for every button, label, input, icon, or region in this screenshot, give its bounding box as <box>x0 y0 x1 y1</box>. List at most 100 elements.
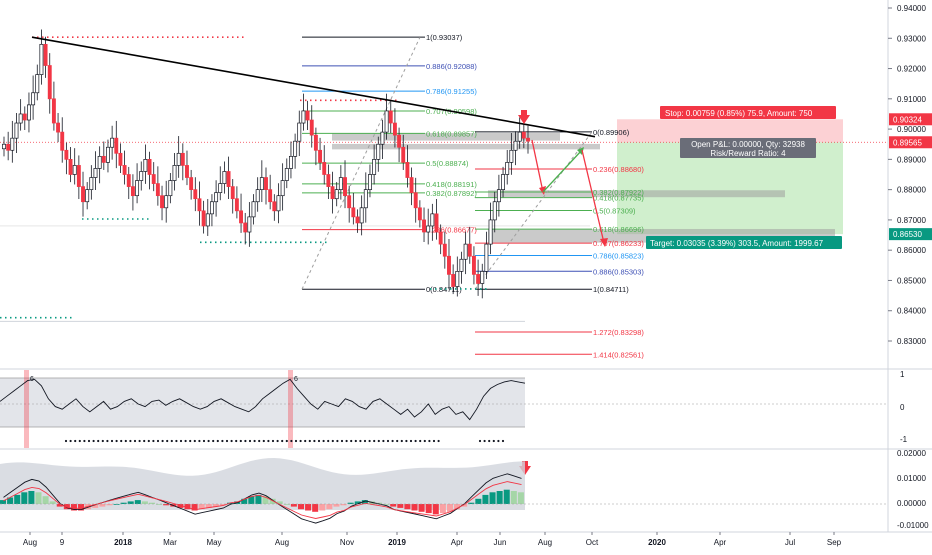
candle-body <box>401 146 406 163</box>
candle-body <box>376 143 381 160</box>
macd-histogram-bar <box>134 500 141 504</box>
price-tick-label: 0.85000 <box>897 276 926 285</box>
pnl-label: Open P&L: 0.00000, Qty: 32938 <box>691 140 805 149</box>
signal-dot <box>281 439 284 443</box>
candle-body <box>243 222 248 233</box>
candle-body <box>160 195 164 209</box>
macd-histogram-bar <box>489 492 496 504</box>
time-tick-label: 2018 <box>114 538 132 547</box>
signal-dot <box>221 439 224 443</box>
candle-body <box>139 171 144 181</box>
price-tag-label: 0.89565 <box>893 138 922 147</box>
highlight-box <box>488 190 785 198</box>
candle-body <box>413 192 418 209</box>
arrowhead-icon <box>600 238 608 247</box>
signal-dot <box>432 439 436 443</box>
macd-histogram-bar <box>42 496 49 504</box>
candle-body <box>22 113 27 121</box>
signal-dot <box>189 439 192 443</box>
macd-histogram-bar <box>461 504 468 507</box>
signal-dot <box>184 439 187 443</box>
time-tick-label: Jul <box>785 538 795 547</box>
price-tick-label: 0.92000 <box>897 65 926 74</box>
signal-dot <box>400 439 403 443</box>
macd-histogram-bar <box>92 504 99 508</box>
signal-dot <box>488 439 491 443</box>
macd-histogram-bar <box>127 501 134 504</box>
signal-dot <box>483 439 486 443</box>
macd-histogram-bar <box>262 496 269 504</box>
price-tag-label: 0.90324 <box>893 115 922 124</box>
candle-body <box>347 195 352 209</box>
price-tick-label: 0.90000 <box>897 125 926 134</box>
signal-dot <box>161 439 164 443</box>
candle-body <box>480 271 485 284</box>
candle-body <box>130 186 135 197</box>
target-label: Target: 0.03035 (3.39%) 303.5, Amount: 1… <box>650 239 824 248</box>
signal-dot <box>129 439 132 443</box>
candle-body <box>517 131 522 142</box>
macd-histogram-bar <box>198 504 205 510</box>
pnl-label-box <box>680 138 816 158</box>
signal-dot <box>354 439 357 443</box>
macd-histogram-bar <box>219 504 226 506</box>
candle-body <box>180 152 185 166</box>
candle-body <box>297 122 302 142</box>
macd-histogram-bar <box>312 504 319 512</box>
candle-body <box>492 201 497 221</box>
signal-dot <box>92 439 95 443</box>
candle-body <box>93 168 98 178</box>
signal-dot <box>271 439 275 443</box>
signal-dot <box>478 439 482 443</box>
macd-histogram-bar <box>347 502 354 504</box>
candle-body <box>176 152 181 166</box>
candle-body <box>85 189 90 203</box>
signal-dot <box>248 439 252 443</box>
signal-dot <box>156 439 160 443</box>
signal-dot <box>313 439 316 443</box>
candle-body <box>289 155 293 169</box>
signal-dot <box>198 439 201 443</box>
macd-tick-label: 0.02000 <box>897 449 926 458</box>
rsi-band <box>0 378 525 427</box>
signal-dot <box>78 439 81 443</box>
signal-dot <box>175 439 178 443</box>
price-tick-label: 0.86000 <box>897 246 926 255</box>
projection-arrow-down <box>531 139 544 193</box>
macd-histogram-bar <box>14 494 21 504</box>
fib-level-label: 1(0.93037) <box>426 33 463 42</box>
candle-body <box>326 174 331 187</box>
down-arrow-icon <box>518 110 530 124</box>
signal-dot <box>336 439 339 443</box>
macd-histogram-bar <box>390 504 397 507</box>
candle-body <box>185 165 189 178</box>
fib-level-label: 0.786(0.85823) <box>593 252 644 261</box>
macd-histogram-bar <box>28 491 35 504</box>
time-tick-label: 9 <box>60 538 65 547</box>
macd-histogram-bar <box>454 504 461 510</box>
macd-histogram-bar <box>56 504 63 507</box>
candle-body <box>355 216 360 224</box>
macd-histogram-bar <box>361 500 368 504</box>
macd-histogram-bar <box>35 492 42 504</box>
candle-body <box>459 258 464 272</box>
price-tick-label: 0.91000 <box>897 95 926 104</box>
candle-body <box>14 122 19 139</box>
stop-label-box <box>660 106 836 119</box>
candle-body <box>222 171 227 184</box>
stop-zone[interactable] <box>617 119 843 143</box>
candle-body <box>521 131 526 139</box>
signal-dot <box>373 439 376 443</box>
candle-body <box>101 155 106 163</box>
projection-arrow-up <box>542 149 583 193</box>
fib-level-label: 0.382(0.87892) <box>426 189 477 198</box>
macd-histogram-bar <box>503 489 510 504</box>
rsi-tick-label: 0 <box>900 403 905 412</box>
trendline[interactable] <box>31 36 596 138</box>
signal-dot <box>193 439 196 443</box>
signal-dot <box>414 439 417 443</box>
time-tick-label: Nov <box>340 538 354 547</box>
signal-dot <box>386 439 390 443</box>
